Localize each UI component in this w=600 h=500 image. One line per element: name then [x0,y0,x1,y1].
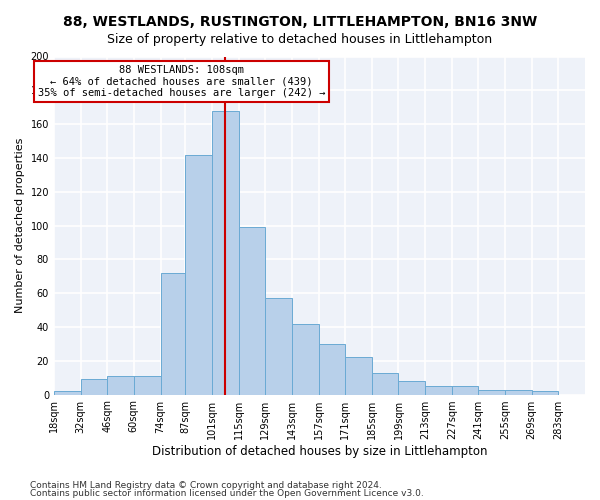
Bar [134,376,161,394]
Text: Contains public sector information licensed under the Open Government Licence v3: Contains public sector information licen… [30,489,424,498]
Text: 88, WESTLANDS, RUSTINGTON, LITTLEHAMPTON, BN16 3NW: 88, WESTLANDS, RUSTINGTON, LITTLEHAMPTON… [63,15,537,29]
Bar [372,372,398,394]
Bar [161,273,185,394]
Bar [107,376,134,394]
Bar [319,344,345,395]
Bar [505,390,532,394]
Y-axis label: Number of detached properties: Number of detached properties [15,138,25,313]
Bar [292,324,319,394]
Bar [80,380,107,394]
Text: Contains HM Land Registry data © Crown copyright and database right 2024.: Contains HM Land Registry data © Crown c… [30,480,382,490]
Bar [425,386,452,394]
Bar [239,227,265,394]
Bar [265,298,292,394]
Bar [478,390,505,394]
Bar [452,386,478,394]
Bar [54,391,80,394]
Text: Size of property relative to detached houses in Littlehampton: Size of property relative to detached ho… [107,32,493,46]
X-axis label: Distribution of detached houses by size in Littlehampton: Distribution of detached houses by size … [152,444,487,458]
Text: 88 WESTLANDS: 108sqm
← 64% of detached houses are smaller (439)
35% of semi-deta: 88 WESTLANDS: 108sqm ← 64% of detached h… [38,65,325,98]
Bar [185,154,212,394]
Bar [532,391,559,394]
Bar [345,358,372,395]
Bar [398,381,425,394]
Bar [212,110,239,395]
